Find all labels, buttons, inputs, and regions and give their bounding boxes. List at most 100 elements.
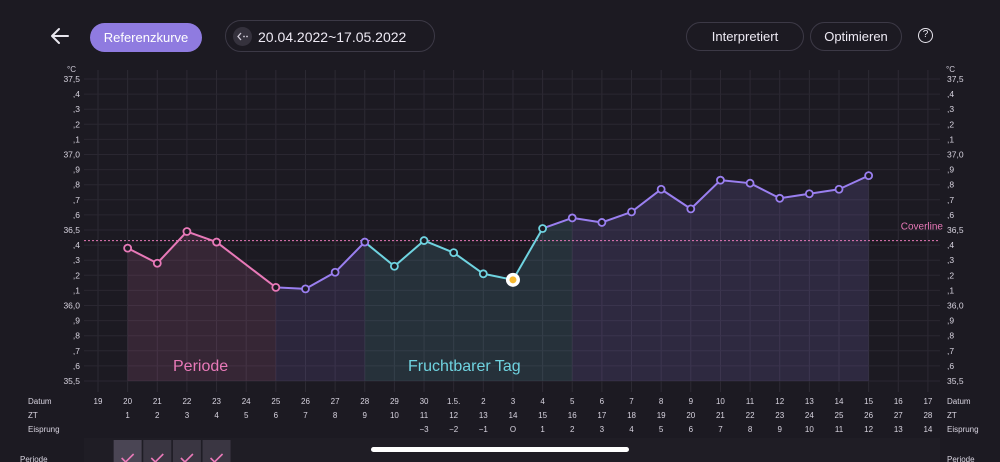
ovulation-value: 2 (570, 425, 575, 434)
date-value: 8 (659, 397, 664, 406)
temperature-segment (275, 286, 306, 290)
interpreted-button[interactable]: Interpretiert (686, 22, 804, 51)
row-label-date: Datum (28, 397, 52, 406)
period-cell (172, 440, 201, 462)
ovulation-value: O (510, 425, 516, 434)
y-tick-label: ,6 (947, 361, 954, 371)
period-area (127, 231, 276, 381)
ovulation-value: 4 (629, 425, 634, 434)
date-value: 19 (94, 397, 103, 406)
temperature-point (212, 237, 221, 247)
y-tick-label: 37,0 (63, 150, 80, 160)
top-toolbar: Referenzkurve 20.04.2022~17.05.2022 Inte… (0, 0, 1000, 70)
temperature-point (123, 243, 133, 253)
row-label-period: Periode (947, 455, 975, 462)
y-tick-label: 37,0 (947, 150, 964, 160)
cycle_day-value: 15 (538, 411, 547, 420)
row-label-cycle_day: ZT (28, 411, 38, 420)
temperature-point (656, 184, 666, 194)
temperature-point (775, 193, 785, 203)
date-value: 28 (360, 397, 369, 406)
help-icon[interactable]: ? (918, 28, 933, 43)
temperature-segment (393, 239, 425, 267)
date-value: 9 (689, 397, 694, 406)
temperature-point (567, 213, 577, 223)
row-label-cycle_day: ZT (947, 411, 957, 420)
y-tick-label: 36,0 (63, 301, 80, 311)
cycle_day-value: 22 (746, 411, 755, 420)
ovulation-value: 12 (864, 425, 873, 434)
y-tick-label: 36,5 (947, 225, 964, 235)
y-tick-label: ,3 (73, 255, 80, 265)
temperature-point (716, 175, 725, 185)
ovulation-value: 7 (718, 425, 723, 434)
cycle_day-value: 24 (805, 411, 814, 420)
period-cell (202, 440, 231, 462)
temperature-point (804, 189, 814, 199)
home-indicator (371, 447, 629, 452)
y-tick-label: ,2 (947, 119, 954, 129)
date-value: 6 (600, 397, 605, 406)
date-value: 13 (805, 397, 814, 406)
date-value: 29 (390, 397, 399, 406)
y-tick-label: ,4 (73, 89, 80, 99)
cycle_day-value: 5 (244, 411, 249, 420)
date-value: 12 (775, 397, 784, 406)
axis-unit-left: °C (67, 65, 76, 74)
date-value: 21 (153, 397, 162, 406)
y-tick-label: ,1 (947, 285, 954, 295)
y-tick-label: ,2 (73, 119, 80, 129)
date-range-text: 20.04.2022~17.05.2022 (258, 29, 407, 45)
back-arrow-icon[interactable] (48, 24, 72, 48)
date-value: 14 (835, 397, 844, 406)
date-value: 22 (182, 397, 191, 406)
cycle_day-value: 3 (185, 411, 190, 420)
row-label-date: Datum (947, 397, 971, 406)
temperature-point (686, 204, 696, 214)
temperature-point (627, 207, 636, 217)
optimize-button[interactable]: Optimieren (810, 22, 902, 51)
ovulation-value: 11 (835, 425, 844, 434)
cycle_day-value: 8 (333, 411, 338, 420)
ovulation-value: −1 (479, 425, 489, 434)
cycle_day-value: 11 (420, 411, 429, 420)
cycle_day-value: 18 (627, 411, 636, 420)
temperature-point (301, 284, 310, 294)
temperature-segment (453, 251, 484, 275)
ovulation-value: 8 (748, 425, 753, 434)
y-tick-label: ,9 (73, 165, 80, 175)
y-tick-label: 35,5 (63, 376, 80, 386)
follicular-area (275, 242, 365, 381)
temperature-segment (423, 239, 455, 254)
reference-curve-button[interactable]: Referenzkurve (90, 23, 202, 52)
ovulation-value: −3 (419, 425, 429, 434)
y-tick-label: 37,5 (947, 74, 964, 84)
y-tick-label: ,1 (73, 285, 80, 295)
temperature-segment (779, 192, 810, 200)
y-tick-label: 36,0 (947, 301, 964, 311)
ovulation-value: −2 (449, 425, 459, 434)
y-tick-label: ,8 (947, 180, 954, 190)
y-tick-label: ,8 (73, 180, 80, 190)
fertile-area (364, 217, 573, 381)
y-tick-label: ,4 (947, 240, 954, 250)
period-check-icon (150, 453, 164, 462)
date-value: 11 (746, 397, 755, 406)
date-range-selector[interactable]: 20.04.2022~17.05.2022 (225, 20, 435, 52)
y-tick-label: ,7 (947, 346, 954, 356)
cycle_day-value: 16 (568, 411, 577, 420)
temperature-point (152, 258, 162, 268)
date-value: 2 (481, 397, 486, 406)
y-tick-label: 35,5 (947, 376, 964, 386)
cycle_day-value: 10 (390, 411, 399, 420)
period-cell (143, 440, 172, 462)
temperature-segment (690, 179, 722, 210)
date-value: 5 (570, 397, 575, 406)
cycle_day-value: 2 (155, 411, 160, 420)
y-tick-label: ,1 (947, 134, 954, 144)
temperature-point (597, 218, 607, 227)
ovulation-value: 6 (689, 425, 694, 434)
y-tick-label: ,3 (947, 255, 954, 265)
row-label-ovulation: Eisprung (947, 425, 979, 434)
cycle_day-value: 9 (363, 411, 368, 420)
